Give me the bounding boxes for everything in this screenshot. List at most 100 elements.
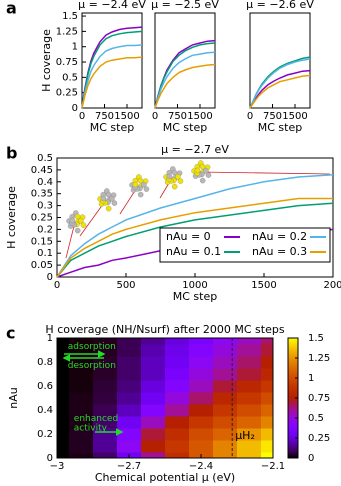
heat-cell: [57, 392, 70, 405]
x-tick-label: −2.4: [189, 461, 213, 472]
y-tick-label: 1: [72, 42, 78, 53]
heat-cell: [57, 368, 70, 381]
heat-cell: [261, 452, 273, 458]
atom: [132, 181, 139, 188]
atom: [143, 186, 150, 192]
heat-cell: [57, 440, 70, 453]
heat-cell: [213, 404, 238, 417]
heat-cell: [189, 338, 214, 345]
heat-cell: [141, 416, 166, 429]
y-tick-label: 0.3: [37, 201, 53, 212]
heat-cell: [93, 356, 118, 369]
heat-cell: [165, 344, 190, 357]
y-axis-label: H coverage: [40, 29, 53, 92]
x-tick-label: 1500: [282, 111, 307, 122]
heat-cell: [57, 416, 70, 429]
heat-cell: [93, 440, 118, 453]
atom: [199, 177, 206, 184]
heat-cell: [69, 428, 94, 441]
panel-title: μ = −2.4 eV: [78, 0, 146, 11]
heat-cell: [57, 380, 70, 393]
heat-cell: [57, 452, 70, 458]
x-tick-label: −2.1: [261, 461, 285, 472]
heat-cell: [117, 356, 142, 369]
heat-cell: [117, 404, 142, 417]
heat-cell: [69, 416, 94, 429]
heat-cell: [261, 338, 273, 345]
heat-cell: [261, 428, 273, 441]
heat-cell: [261, 380, 273, 393]
atom: [199, 163, 206, 170]
colorbar-tick-label: 0.5: [308, 413, 324, 424]
atom: [80, 222, 87, 228]
data-line: [81, 44, 143, 109]
heat-cell: [69, 356, 94, 369]
heat-cell: [165, 392, 190, 405]
atom: [105, 205, 112, 212]
x-tick-label: −2.7: [117, 461, 141, 472]
heat-cell: [189, 368, 214, 381]
y-tick-label: 0.6: [37, 381, 53, 392]
heat-cell: [213, 356, 238, 369]
heat-cell: [165, 428, 190, 441]
atom: [74, 227, 81, 234]
colorbar-tick-label: 1.5: [308, 333, 324, 344]
y-tick-label: 0.5: [37, 153, 53, 164]
annotation: desorption: [68, 361, 116, 371]
heat-cell: [69, 368, 94, 381]
heat-cell: [141, 404, 166, 417]
data-line: [154, 63, 216, 109]
heat-cell: [69, 380, 94, 393]
data-line: [154, 42, 216, 109]
heat-cell: [237, 428, 262, 441]
x-tick-label: 1500: [187, 111, 212, 122]
annotation: activity: [74, 424, 108, 434]
heat-cell: [165, 338, 190, 345]
data-line: [56, 202, 334, 278]
atom: [74, 213, 81, 220]
heat-cell: [141, 356, 166, 369]
y-tick-label: 0.25: [56, 88, 78, 99]
plot-frame: [81, 12, 143, 109]
atom: [109, 195, 115, 202]
reference-label: μH₂: [235, 429, 255, 442]
heat-cell: [213, 368, 238, 381]
y-tick-label: 0.2: [37, 429, 53, 440]
heat-cell: [57, 428, 70, 441]
heat-cell: [165, 452, 190, 458]
y-tick-label: 0.8: [37, 357, 53, 368]
heat-cell: [261, 440, 273, 453]
x-tick-label: −3: [50, 461, 65, 472]
pointer: [65, 221, 76, 259]
heat-cell: [141, 392, 166, 405]
x-axis-label: MC step: [90, 121, 134, 134]
data-line: [81, 26, 143, 109]
y-tick-label: 0.4: [37, 405, 53, 416]
heat-cell: [69, 440, 94, 453]
y-tick-label: 1.5: [62, 11, 78, 22]
data-line: [56, 197, 333, 278]
heat-cell: [189, 392, 214, 405]
panel-label: b: [6, 144, 17, 163]
heat-cell: [237, 392, 262, 405]
data-line: [56, 173, 334, 278]
heat-cell: [189, 344, 214, 357]
heat-cell: [165, 416, 190, 429]
heat-cell: [213, 380, 238, 393]
y-tick-label: 0: [72, 103, 78, 114]
x-tick-label: 750: [168, 111, 187, 122]
x-tick-label: 500: [116, 280, 135, 291]
atom: [205, 172, 212, 178]
data-line: [249, 58, 311, 109]
heat-cell: [213, 452, 238, 458]
heat-cell: [261, 344, 273, 357]
plot-frame: [154, 12, 216, 109]
heat-cell: [69, 404, 94, 417]
heat-cell: [261, 392, 273, 405]
heat-cell: [69, 392, 94, 405]
y-tick-label: 0.75: [56, 57, 78, 68]
x-tick-label: 750: [263, 111, 282, 122]
y-axis-label: nAu: [7, 387, 20, 408]
plot-frame: [249, 12, 311, 109]
